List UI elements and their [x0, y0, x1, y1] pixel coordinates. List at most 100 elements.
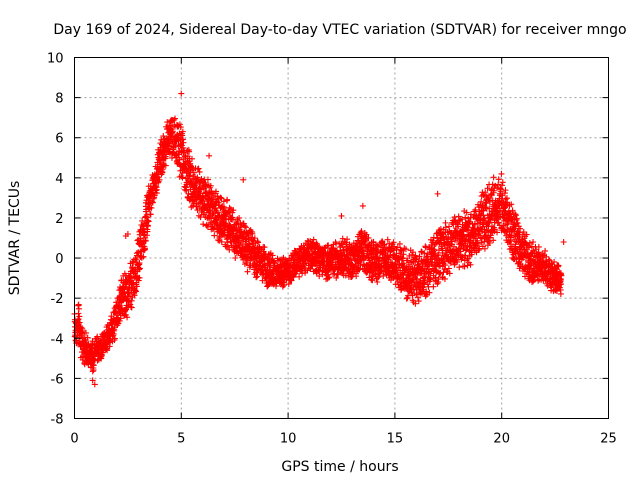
data-point	[477, 234, 484, 241]
y-tick-label: 4	[55, 172, 63, 187]
data-point	[482, 189, 489, 196]
data-point	[441, 258, 448, 265]
data-point	[486, 219, 493, 226]
data-point	[399, 255, 406, 262]
data-point	[170, 146, 177, 153]
data-point	[436, 270, 443, 277]
data-point	[339, 235, 346, 242]
data-point	[471, 221, 478, 228]
data-point	[374, 278, 381, 285]
y-tick-label: -4	[51, 332, 64, 347]
data-point	[179, 132, 186, 139]
data-point	[169, 128, 176, 135]
chart-title: Day 169 of 2024, Sidereal Day-to-day VTE…	[53, 22, 626, 38]
data-point	[403, 295, 410, 302]
data-point	[396, 240, 403, 247]
data-point	[139, 217, 146, 224]
data-point	[434, 190, 441, 197]
data-point	[226, 204, 233, 211]
data-point	[535, 243, 542, 250]
data-point	[426, 289, 433, 296]
data-point	[486, 240, 493, 247]
data-point	[261, 257, 268, 264]
data-point	[359, 202, 366, 209]
data-point	[144, 217, 151, 224]
data-point	[456, 264, 463, 271]
data-point	[79, 327, 86, 334]
data-point	[464, 262, 471, 269]
data-point	[104, 347, 111, 354]
data-point	[251, 235, 258, 242]
data-point	[325, 242, 332, 249]
data-point	[83, 329, 90, 336]
data-point	[76, 313, 83, 320]
data-point	[495, 176, 502, 183]
data-point	[316, 273, 323, 280]
data-point	[478, 239, 485, 246]
x-tick-label: 5	[177, 432, 185, 447]
data-point	[508, 201, 515, 208]
data-point	[511, 225, 518, 232]
data-point	[517, 225, 524, 232]
data-point	[448, 238, 455, 245]
data-point	[130, 280, 137, 287]
data-point	[190, 169, 197, 176]
data-point	[338, 240, 345, 247]
data-point	[490, 174, 497, 181]
data-point	[380, 272, 387, 279]
data-point	[144, 228, 151, 235]
data-point	[357, 262, 364, 269]
data-point	[180, 139, 187, 146]
data-point	[412, 300, 419, 307]
data-point	[232, 255, 239, 262]
data-point	[84, 334, 91, 341]
data-point	[186, 172, 193, 179]
data-point	[435, 252, 442, 259]
x-tick-label: 10	[280, 432, 297, 447]
data-point	[218, 238, 225, 245]
data-point	[490, 237, 497, 244]
data-point	[188, 155, 195, 162]
data-point	[253, 274, 260, 281]
data-point	[413, 255, 420, 262]
y-axis-title: SDTVAR / TECUs	[7, 181, 23, 296]
y-tick-label: 6	[55, 132, 63, 147]
data-point	[132, 288, 139, 295]
data-point	[504, 199, 511, 206]
data-point	[523, 231, 530, 238]
data-point	[369, 277, 376, 284]
data-point	[128, 275, 135, 282]
data-point	[446, 270, 453, 277]
data-point	[136, 274, 143, 281]
data-point	[248, 237, 255, 244]
data-point	[462, 214, 469, 221]
data-point	[517, 244, 524, 251]
data-point	[334, 271, 341, 278]
data-point	[197, 186, 204, 193]
data-point	[236, 214, 243, 221]
x-axis-title: GPS time / hours	[281, 459, 398, 475]
data-point	[240, 176, 247, 183]
data-point	[430, 237, 437, 244]
data-point	[149, 199, 156, 206]
data-point	[144, 223, 151, 230]
data-point	[174, 151, 181, 158]
data-point	[285, 281, 292, 288]
data-point	[111, 327, 118, 334]
data-point	[352, 247, 359, 254]
data-point	[200, 221, 207, 228]
data-point	[416, 253, 423, 260]
data-point	[437, 225, 444, 232]
data-point	[441, 275, 448, 282]
data-point	[348, 273, 355, 280]
x-tick-label: 25	[600, 432, 617, 447]
data-point	[560, 239, 567, 246]
data-point	[499, 179, 506, 186]
data-point	[455, 213, 462, 220]
data-point	[91, 381, 98, 388]
data-point	[461, 263, 468, 270]
data-point	[313, 240, 320, 247]
y-tick-label: 2	[55, 212, 63, 227]
data-point	[374, 242, 381, 249]
data-point	[414, 275, 421, 282]
